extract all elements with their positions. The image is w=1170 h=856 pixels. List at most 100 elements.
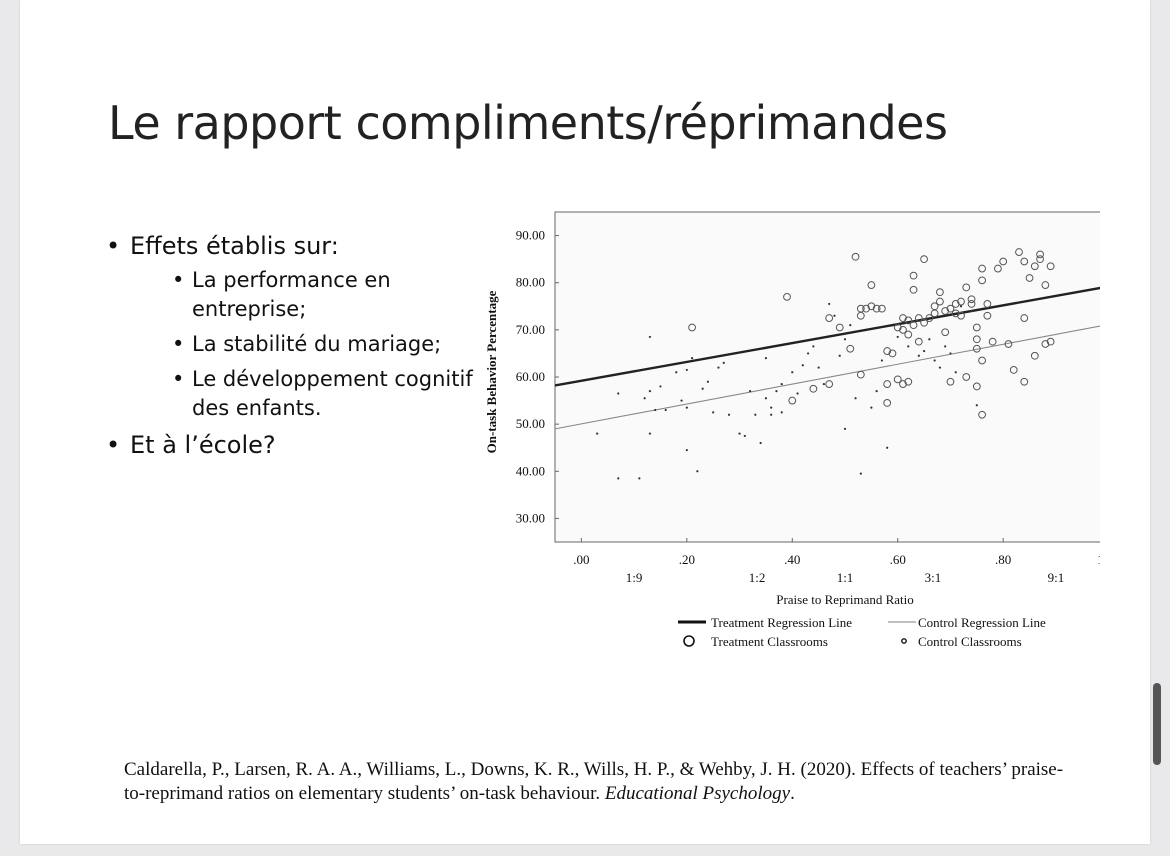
control-point [685, 448, 688, 452]
treatment-point [925, 314, 934, 322]
treatment-point [899, 314, 907, 322]
x-tick-label: .80 [995, 552, 1011, 567]
control-point [680, 399, 683, 402]
control-point [838, 354, 841, 357]
treatment-point [856, 311, 865, 320]
ratio-tick-label: 9:1 [1048, 570, 1065, 585]
ratio-tick-label: 3:1 [925, 570, 942, 585]
control-point [664, 408, 667, 412]
y-tick-label: 40.00 [516, 463, 545, 478]
control-point [743, 434, 746, 438]
control-point [770, 413, 773, 416]
slide-title: Le rapport compliments/réprimandes [108, 96, 948, 150]
control-point [907, 345, 910, 348]
ratio-tick-label: 1:9 [626, 570, 643, 585]
control-point [696, 470, 699, 473]
control-point [754, 413, 757, 416]
legend-treatment-points-swatch [683, 635, 695, 647]
control-point [859, 472, 862, 475]
control-point [722, 361, 725, 364]
control-point [675, 371, 678, 374]
control-point [596, 432, 599, 435]
treatment-point [951, 309, 960, 318]
control-point [706, 380, 710, 383]
control-point [854, 397, 857, 400]
treatment-point [936, 288, 944, 297]
treatment-point [1020, 377, 1029, 386]
x-tick-label: .20 [679, 552, 695, 567]
scrollbar[interactable] [1153, 683, 1161, 765]
treatment-point [1009, 366, 1018, 374]
control-point [717, 366, 720, 369]
control-regression-line [554, 325, 1100, 430]
treatment-point [962, 373, 971, 381]
control-point [843, 427, 847, 430]
regression-lines [554, 286, 1100, 430]
citation-journal: Educational Psychology [604, 783, 791, 804]
control-point [896, 335, 899, 339]
bullet-list: Effets établis sur: La performance en en… [106, 230, 486, 465]
y-axis: 90.00 80.00 70.00 60.00 50.00 40.00 30.00 [516, 228, 559, 525]
control-point [870, 406, 873, 409]
control-point [638, 477, 641, 480]
treatment-point [983, 311, 992, 320]
treatment-point [904, 316, 913, 325]
control-point [764, 357, 768, 360]
treatment-point [783, 292, 791, 301]
y-tick-label: 60.00 [516, 369, 545, 384]
treatment-point [825, 380, 834, 388]
treatment-point [983, 300, 992, 308]
treatment-regression-line [554, 286, 1100, 387]
treatment-point [972, 344, 981, 353]
treatment-point [972, 323, 981, 332]
citation-end: . [790, 783, 795, 804]
control-point [843, 338, 847, 341]
control-point [654, 408, 657, 412]
y-tick-label: 70.00 [516, 322, 545, 337]
control-point [959, 305, 963, 308]
sub-bullet-marriage: La stabilité du mariage; [172, 330, 486, 359]
treatment-point [957, 311, 965, 320]
legend-control-points-swatch [901, 638, 907, 644]
treatment-point [909, 285, 918, 294]
ratio-tick-label: 1:2 [749, 570, 766, 585]
treatment-point [904, 330, 913, 339]
control-point [648, 390, 652, 393]
treatment-point [967, 300, 976, 308]
treatment-point [957, 297, 965, 306]
control-point [917, 354, 920, 357]
control-point [617, 477, 620, 480]
treatment-point [1030, 262, 1039, 271]
treatment-point [978, 264, 986, 273]
treatment-point [941, 307, 950, 315]
control-point [796, 392, 799, 395]
treatment-point [967, 295, 976, 304]
treatment-point [1025, 274, 1034, 282]
treatment-point [851, 252, 860, 261]
data-points [596, 248, 1055, 480]
treatment-point [920, 318, 928, 327]
treatment-point [978, 410, 986, 419]
treatment-point [893, 375, 902, 384]
control-point [727, 413, 731, 416]
treatment-point [930, 309, 939, 318]
control-point [928, 338, 931, 341]
treatment-point [1046, 337, 1055, 346]
control-point [886, 446, 889, 449]
control-point [648, 432, 652, 435]
treatment-point [872, 304, 881, 313]
treatment-point [899, 380, 907, 388]
treatment-point [946, 304, 955, 313]
treatment-point [1015, 248, 1023, 256]
treatment-point [914, 314, 923, 322]
treatment-point [893, 323, 902, 332]
treatment-point [1030, 351, 1039, 360]
control-point [738, 432, 741, 435]
y-tick-label: 80.00 [516, 275, 545, 290]
treatment-point [883, 347, 892, 355]
control-point [875, 390, 878, 393]
treatment-point [825, 314, 834, 322]
control-point [849, 324, 852, 327]
treatment-point [688, 323, 696, 332]
citation-text: Caldarella, P., Larsen, R. A. A., Willia… [124, 759, 1064, 804]
